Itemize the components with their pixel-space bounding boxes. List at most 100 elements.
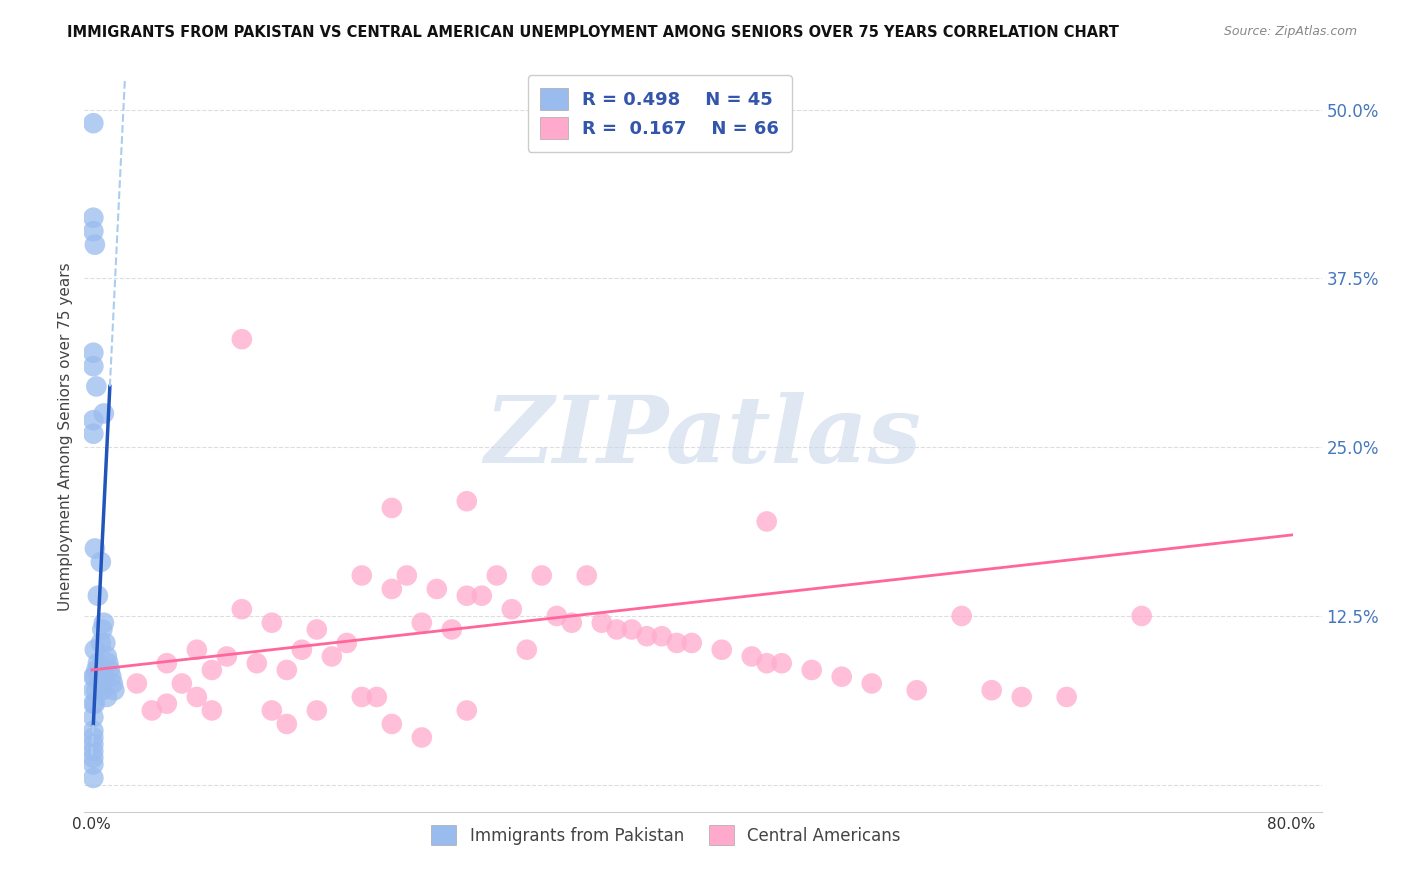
Point <box>186 642 208 657</box>
Point <box>305 703 328 717</box>
Point <box>93 407 115 421</box>
Point <box>156 657 179 671</box>
Point <box>336 636 359 650</box>
Point <box>606 623 628 637</box>
Text: IMMIGRANTS FROM PAKISTAN VS CENTRAL AMERICAN UNEMPLOYMENT AMONG SENIORS OVER 75 : IMMIGRANTS FROM PAKISTAN VS CENTRAL AMER… <box>67 25 1119 40</box>
Point <box>201 663 224 677</box>
Point <box>575 568 598 582</box>
Point <box>82 413 104 427</box>
Point <box>89 676 111 690</box>
Point <box>516 642 538 657</box>
Point <box>260 615 283 630</box>
Point <box>82 697 104 711</box>
Point <box>456 494 478 508</box>
Point <box>91 623 114 637</box>
Point <box>82 737 104 751</box>
Point <box>82 771 104 785</box>
Point <box>93 615 115 630</box>
Point <box>321 649 343 664</box>
Point <box>426 582 449 596</box>
Point <box>741 649 763 664</box>
Point <box>411 615 433 630</box>
Point <box>82 345 104 359</box>
Point <box>100 670 122 684</box>
Point <box>260 703 283 717</box>
Point <box>89 670 111 684</box>
Point <box>86 663 108 677</box>
Point <box>96 690 118 704</box>
Point <box>395 568 418 582</box>
Point <box>710 642 733 657</box>
Point <box>90 636 112 650</box>
Point <box>651 629 673 643</box>
Point <box>305 623 328 637</box>
Point <box>141 703 163 717</box>
Point <box>381 500 404 515</box>
Point <box>276 663 298 677</box>
Point <box>231 602 253 616</box>
Point <box>82 670 104 684</box>
Point <box>636 629 658 643</box>
Point <box>860 676 883 690</box>
Point <box>96 649 118 664</box>
Point <box>471 589 494 603</box>
Point <box>485 568 508 582</box>
Point <box>246 657 269 671</box>
Point <box>186 690 208 704</box>
Point <box>291 642 314 657</box>
Point <box>800 663 823 677</box>
Point <box>681 636 703 650</box>
Point <box>98 663 121 677</box>
Point <box>1056 690 1078 704</box>
Point <box>501 602 523 616</box>
Point <box>82 359 104 374</box>
Point <box>82 731 104 745</box>
Point <box>276 717 298 731</box>
Point <box>561 615 583 630</box>
Point <box>83 642 105 657</box>
Point <box>1130 609 1153 624</box>
Point <box>905 683 928 698</box>
Point <box>350 568 373 582</box>
Point <box>86 379 108 393</box>
Point <box>755 515 778 529</box>
Point <box>755 657 778 671</box>
Point <box>831 670 853 684</box>
Point <box>86 683 108 698</box>
Point <box>82 683 104 698</box>
Point <box>770 657 793 671</box>
Legend: Immigrants from Pakistan, Central Americans: Immigrants from Pakistan, Central Americ… <box>425 819 907 852</box>
Point <box>82 426 104 441</box>
Text: ZIPatlas: ZIPatlas <box>485 392 921 482</box>
Point <box>201 703 224 717</box>
Point <box>97 657 120 671</box>
Point <box>950 609 973 624</box>
Point <box>1011 690 1033 704</box>
Y-axis label: Unemployment Among Seniors over 75 years: Unemployment Among Seniors over 75 years <box>58 263 73 611</box>
Text: Source: ZipAtlas.com: Source: ZipAtlas.com <box>1223 25 1357 38</box>
Point <box>91 683 114 698</box>
Point <box>546 609 568 624</box>
Point <box>93 670 115 684</box>
Point <box>90 555 112 569</box>
Point <box>82 723 104 738</box>
Point <box>350 690 373 704</box>
Point <box>82 744 104 758</box>
Point <box>87 589 110 603</box>
Point <box>156 697 179 711</box>
Point <box>591 615 613 630</box>
Point <box>82 224 104 238</box>
Point <box>440 623 463 637</box>
Point <box>381 582 404 596</box>
Point <box>456 589 478 603</box>
Point <box>170 676 193 690</box>
Point <box>366 690 388 704</box>
Point <box>980 683 1002 698</box>
Point <box>103 683 125 698</box>
Point <box>94 636 117 650</box>
Point <box>82 116 104 130</box>
Point <box>83 697 105 711</box>
Point <box>82 710 104 724</box>
Point <box>101 676 124 690</box>
Point <box>83 670 105 684</box>
